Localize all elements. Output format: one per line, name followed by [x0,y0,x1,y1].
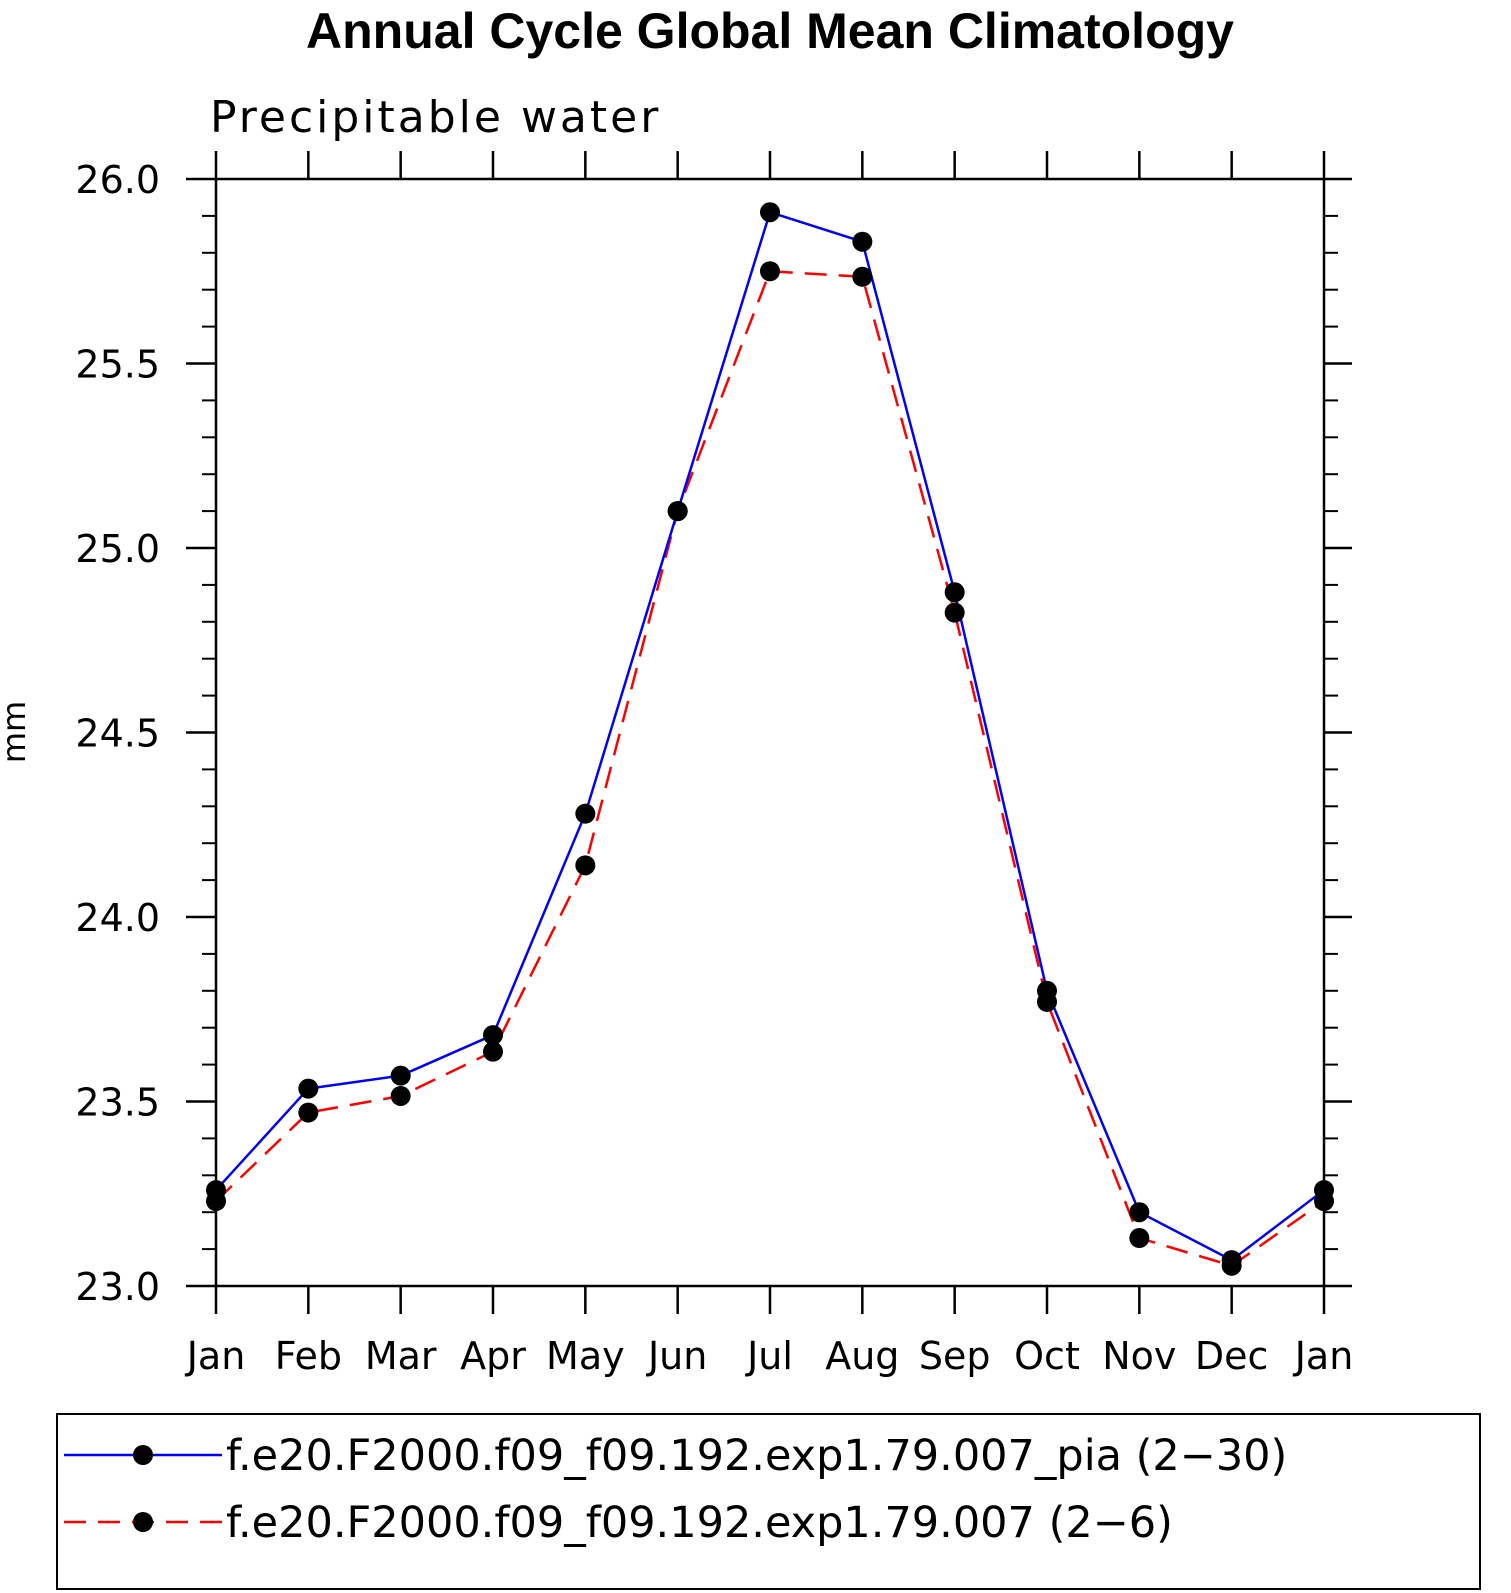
x-tick-label: Feb [275,1334,342,1378]
x-tick-label: Jan [185,1334,246,1378]
x-tick-label: Mar [365,1334,437,1378]
y-tick-label: 23.0 [75,1265,160,1309]
x-tick-label: Oct [1014,1334,1080,1378]
data-point [852,231,873,252]
y-tick-label: 25.0 [75,527,160,571]
x-tick-label: Jun [646,1334,707,1378]
data-point [1037,991,1057,1012]
data-point [575,803,596,824]
y-tick-label: 26.0 [75,158,160,202]
legend-label-0: f.e20.F2000.f09_f09.192.exp1.79.007_pia … [226,1431,1287,1481]
x-tick-label: Jan [1293,1334,1354,1378]
data-point [760,261,780,282]
data-point [298,1078,319,1099]
y-tick-label: 23.5 [75,1081,160,1125]
x-tick-label: May [546,1334,625,1378]
plot-frame [214,177,1326,1288]
y-axis-label: mm [0,701,33,763]
x-tick-label: Nov [1102,1334,1176,1378]
y-tick-label: 24.0 [75,896,160,940]
data-point [206,1191,226,1212]
data-point [667,501,688,522]
data-point [944,602,965,623]
y-tick-label: 24.5 [75,712,160,756]
data-point [944,582,965,603]
y-tick-label: 25.5 [75,343,160,387]
x-tick-label: Dec [1195,1334,1269,1378]
x-tick-label: Apr [460,1334,526,1378]
chart-title: Annual Cycle Global Mean Climatology [306,3,1234,59]
data-point [575,855,596,876]
x-tick-label: Jul [745,1334,793,1378]
data-point [1314,1191,1334,1212]
legend-label-1: f.e20.F2000.f09_f09.192.exp1.79.007 (2−6… [226,1498,1173,1548]
x-tick-label: Sep [919,1334,991,1378]
axis-ticks [186,151,1352,1314]
data-point [1129,1228,1150,1249]
data-point [1221,1255,1242,1276]
series-line-0 [215,210,1325,1262]
tick-labels: Jan Feb Mar Apr May Jun Jul Aug Sep Oct Nov Dec Jan 2… [75,158,1353,1378]
legend: f.e20.F2000.f09_f09.192.exp1.79.007_pia … [64,1431,1287,1548]
legend-box [56,1413,1481,1590]
series-layer [206,202,1334,1276]
data-point [483,1025,503,1046]
data-point [852,266,873,287]
legend-marker-0 [133,1445,153,1465]
data-point [390,1065,411,1086]
series-line-1 [215,270,1325,1267]
chart-subtitle: Precipitable water [210,92,661,143]
data-point [483,1041,503,1062]
data-point [298,1102,319,1123]
data-point [760,202,780,223]
legend-marker-1 [133,1512,153,1532]
x-tick-label: Aug [825,1334,899,1378]
data-point [1129,1202,1150,1223]
data-point [390,1085,411,1106]
